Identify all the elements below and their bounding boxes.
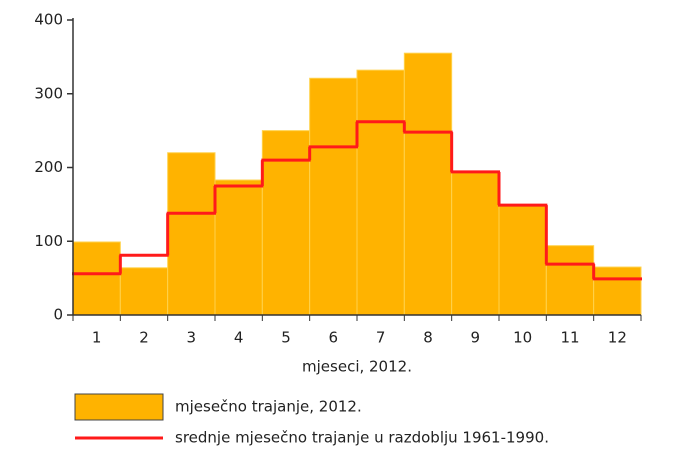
y-tick-label: 200 xyxy=(34,158,63,176)
x-tick-label: 10 xyxy=(513,329,532,347)
y-tick-label: 100 xyxy=(34,232,63,250)
bar xyxy=(545,245,595,316)
bar xyxy=(451,171,500,316)
legend-swatch xyxy=(74,393,164,421)
bar xyxy=(72,241,121,316)
x-tick-label: 3 xyxy=(187,329,197,347)
x-tick-label: 2 xyxy=(139,329,149,347)
x-tick-label: 7 xyxy=(376,329,386,347)
bar xyxy=(593,266,642,316)
bar xyxy=(119,267,169,316)
bar xyxy=(261,130,311,316)
x-tick-label: 6 xyxy=(329,329,339,347)
bar xyxy=(167,152,216,316)
bar xyxy=(498,204,547,316)
y-tick-label: 0 xyxy=(53,306,63,324)
bar xyxy=(309,77,358,316)
y-tick-label: 400 xyxy=(34,11,63,29)
x-tick-label: 4 xyxy=(234,329,244,347)
y-tick-label: 300 xyxy=(34,84,63,102)
x-tick-label: 12 xyxy=(608,329,627,347)
x-tick-label: 1 xyxy=(92,329,102,347)
bar xyxy=(403,52,453,316)
legend-label: srednje mjesečno trajanje u razdoblju 19… xyxy=(175,429,549,447)
bar xyxy=(214,179,263,316)
x-tick-label: 9 xyxy=(471,329,481,347)
x-tick-label: 8 xyxy=(423,329,433,347)
legend-label: mjesečno trajanje, 2012. xyxy=(175,398,362,416)
bar xyxy=(356,69,405,316)
x-tick-label: 5 xyxy=(281,329,291,347)
x-axis-label: mjeseci, 2012. xyxy=(302,358,412,376)
x-tick-label: 11 xyxy=(560,329,579,347)
